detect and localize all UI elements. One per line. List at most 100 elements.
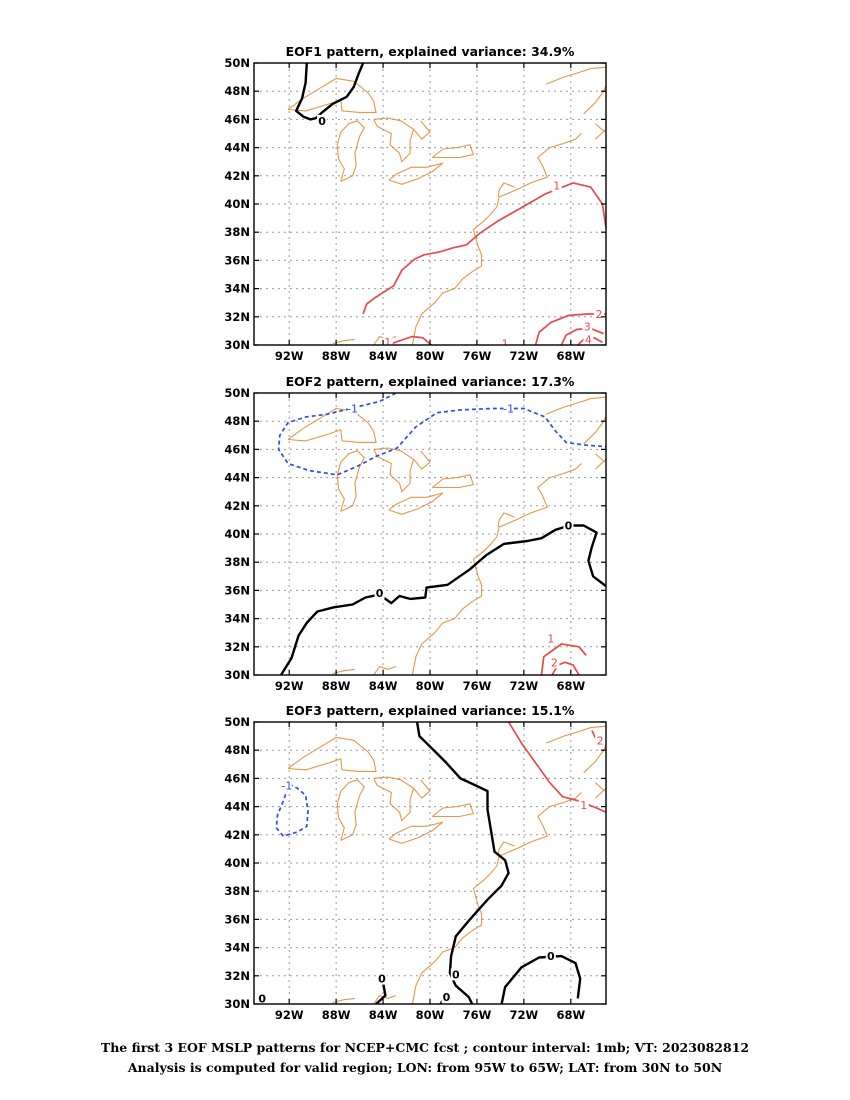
contour-label-bg: [450, 968, 461, 981]
contour-label: 3: [584, 321, 591, 334]
contour-label-bg: [545, 950, 556, 963]
contour-label: 0: [565, 520, 573, 533]
x-tick-label: 84W: [369, 1008, 398, 1020]
contour-label: -1: [281, 779, 292, 792]
coastline: [595, 128, 606, 140]
contour-label-bg: [347, 402, 358, 415]
y-tick-label: 32N: [224, 310, 250, 324]
contour-label-bg: [582, 320, 593, 333]
contour-label-bg: [578, 799, 589, 812]
contour-line: [507, 722, 606, 813]
y-tick-label: 30N: [224, 338, 250, 352]
y-tick-label: 34N: [224, 282, 250, 296]
contour-label-bg: [549, 656, 560, 669]
eof1-panel: EOF1 pattern, explained variance: 34.9% 0…: [224, 44, 607, 363]
coastline: [595, 782, 606, 792]
coastline: [287, 736, 377, 772]
y-tick-label: 34N: [224, 612, 250, 626]
coastline: [413, 120, 431, 140]
coastline: [595, 453, 606, 463]
coastline: [431, 474, 475, 489]
contour-label: -1: [347, 403, 358, 416]
contour-label: 1: [502, 338, 509, 351]
y-tick-label: 50N: [224, 715, 250, 729]
contour-label: 0: [318, 115, 326, 128]
x-tick-label: 84W: [369, 679, 398, 693]
eof3-title: EOF3 pattern, explained variance: 15.1%: [286, 703, 575, 718]
contour-label-bg: [583, 333, 594, 345]
x-tick-label: 88W: [322, 1008, 351, 1020]
contour-label: 1: [553, 180, 560, 193]
y-tick-label: 48N: [224, 743, 250, 757]
x-tick-label: 84W: [369, 349, 398, 363]
contour-line: [540, 643, 587, 675]
y-tick-label: 44N: [224, 141, 250, 155]
coastline: [388, 492, 444, 515]
coastline: [413, 450, 431, 470]
x-tick-label: 68W: [556, 679, 585, 693]
x-tick-label: 88W: [322, 349, 351, 363]
contour-line: [551, 661, 580, 675]
coastline: [595, 458, 606, 470]
contour-label: -1: [503, 403, 514, 416]
x-tick-label: 68W: [556, 349, 585, 363]
coastline: [373, 776, 415, 822]
y-tick-label: 48N: [224, 84, 250, 98]
x-tick-label: 72W: [510, 679, 539, 693]
coastline: [336, 120, 365, 182]
eof2-panel: EOF2 pattern, explained variance: 17.3% -…: [224, 374, 607, 693]
coastline: [545, 396, 606, 415]
contour-label-bg: [441, 990, 452, 1003]
contour-label: 1: [384, 336, 391, 349]
contour-label-bg: [545, 632, 556, 645]
y-tick-label: 40N: [224, 856, 250, 870]
coastline: [497, 512, 515, 528]
contour-line: [500, 954, 582, 1004]
y-tick-label: 50N: [224, 386, 250, 400]
coastline: [431, 144, 475, 159]
coastline: [595, 787, 606, 799]
contour-label-bg: [500, 337, 511, 345]
coastline: [388, 162, 444, 185]
coastline: [545, 725, 606, 744]
contour-line: [295, 63, 365, 121]
contour-line: [277, 393, 606, 476]
contour-label-bg: [593, 307, 604, 320]
x-tick-label: 92W: [275, 349, 304, 363]
y-tick-label: 32N: [224, 640, 250, 654]
caption-line-1: The first 3 EOF MSLP patterns for NCEP+C…: [100, 1040, 750, 1055]
y-tick-label: 36N: [224, 912, 250, 926]
contour-label: 0: [443, 991, 451, 1004]
eof3-panel: EOF3 pattern, explained variance: 15.1% -…: [224, 703, 607, 1020]
coastline: [336, 450, 365, 512]
y-tick-label: 34N: [224, 941, 250, 955]
x-tick-label: 72W: [510, 349, 539, 363]
y-tick-label: 30N: [224, 668, 250, 682]
contour-label-bg: [281, 779, 292, 792]
coastline: [373, 117, 415, 163]
contour-label: 2: [551, 656, 558, 669]
x-tick-label: 88W: [322, 679, 351, 693]
coastline: [336, 779, 365, 841]
y-tick-label: 46N: [224, 771, 250, 785]
coastline: [583, 744, 606, 774]
contour-label-bg: [551, 179, 562, 192]
x-tick-label: 76W: [463, 679, 492, 693]
contour-line: [275, 783, 309, 838]
contour-label-bg: [595, 734, 606, 747]
y-tick-label: 40N: [224, 527, 250, 541]
eof1-title: EOF1 pattern, explained variance: 34.9%: [286, 44, 575, 59]
contour-line: [362, 182, 606, 315]
map-area: -1 -1 0 0 1 2: [254, 393, 606, 675]
coastline: [583, 415, 606, 445]
contour-label: 1: [547, 632, 554, 645]
y-tick-label: 44N: [224, 471, 250, 485]
coastline: [287, 407, 377, 443]
y-tick-label: 38N: [224, 555, 250, 569]
contour-line: [387, 335, 432, 345]
x-tick-label: 80W: [416, 679, 445, 693]
contour-label: 2: [597, 734, 604, 747]
contour-line: [534, 313, 606, 345]
coastline: [583, 85, 606, 115]
